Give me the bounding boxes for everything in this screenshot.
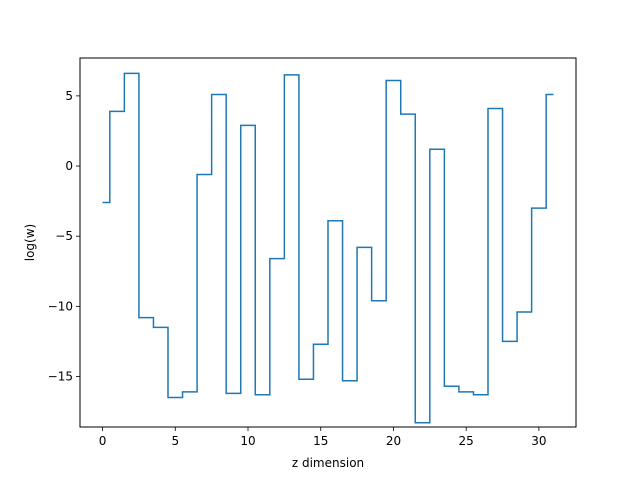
x-tick-label: 10 — [240, 434, 255, 448]
x-tick-label: 15 — [313, 434, 328, 448]
plot-area — [102, 72, 554, 424]
x-tick-label: 20 — [386, 434, 401, 448]
y-tick-label: −5 — [55, 229, 73, 243]
y-tick-label: −10 — [48, 299, 73, 313]
x-axis-ticks: 0 5 10 15 20 25 30 — [99, 427, 547, 448]
axes-frame — [79, 57, 577, 428]
y-tick-label: 0 — [65, 159, 73, 173]
y-tick-label: −15 — [48, 369, 73, 383]
y-axis-label: log(w) — [23, 224, 37, 261]
x-tick-label: 25 — [459, 434, 474, 448]
x-tick-label: 30 — [531, 434, 546, 448]
y-tick-label: 5 — [65, 89, 73, 103]
y-axis-ticks: −15 −10 −5 0 5 — [48, 89, 80, 383]
x-tick-label: 0 — [99, 434, 107, 448]
x-tick-label: 5 — [171, 434, 179, 448]
series-line — [102, 72, 554, 424]
x-axis-label: z dimension — [292, 456, 364, 470]
